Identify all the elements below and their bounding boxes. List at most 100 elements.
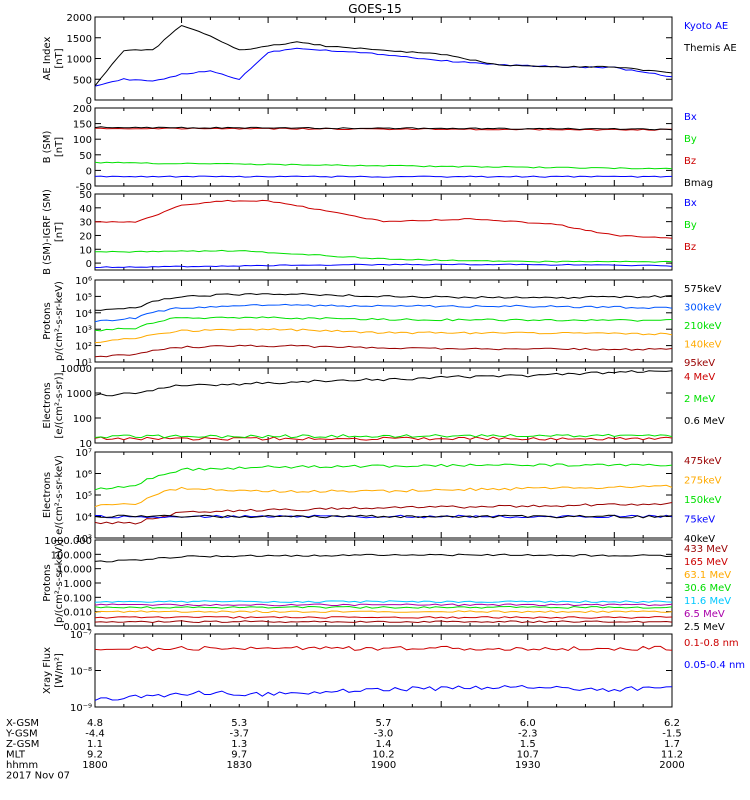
series-line-0-05-0-4-nm [94, 684, 673, 701]
bottom-row-value: 1.4 [376, 739, 392, 750]
y-axis-label: Protonsp/(cm²-s-sr-keV) [42, 281, 65, 361]
bottom-row-value: 1800 [82, 760, 107, 771]
legend-label: 0.05-0.4 nm [684, 660, 745, 671]
series-line-575kev [94, 292, 673, 311]
bottom-row-value: -2.3 [518, 729, 538, 740]
y-tick-label: 10⁻⁷ [70, 630, 92, 641]
bottom-axis-table: X-GSM 4.8 5.3 5.7 6.0 6.2 Y-GSM -4.4 -3.7 -3.0 -2.… [5, 718, 685, 782]
series-line-165-mev [94, 615, 673, 619]
bottom-row-value: 1.1 [87, 739, 103, 750]
legend-label: 30.6 MeV [684, 583, 731, 594]
legend-label: 63.1 MeV [684, 570, 731, 581]
y-axis-label-line1: B (SM)-IGRF (SM) [42, 189, 53, 275]
bottom-row-value: 1930 [515, 760, 540, 771]
panel-6: 10³ 10⁴ 10⁵ 10⁶ 10⁷ Electronse/(cm²-s-sr-keV)… [42, 448, 722, 545]
series-line-140kev [94, 328, 673, 344]
series-line-40kev [94, 514, 673, 519]
panel-frame [94, 633, 673, 708]
y-tick-label: 100 [73, 135, 92, 146]
legend-label: 40keV [684, 534, 715, 545]
series-line-433-mev [94, 620, 673, 624]
series-line-0-1-0-8-nm [94, 645, 673, 652]
y-tick-label: 1500 [67, 34, 92, 45]
legend-label: 300keV [684, 303, 722, 314]
bottom-row-value: 1900 [371, 760, 396, 771]
series-line-30-6-mev [94, 605, 673, 609]
y-axis-label-line2: [nT] [54, 48, 65, 68]
y-tick-label: 10 [79, 245, 92, 256]
legend-label: By [684, 220, 697, 231]
series-line-6-5-mev [94, 603, 673, 607]
y-axis-label: Protons[p/(cm²-s-sr-keV)] [42, 539, 65, 627]
y-tick-label: 10⁵ [75, 292, 92, 303]
y-axis-label-line2: [nT] [54, 222, 65, 242]
legend-label: 4 MeV [684, 372, 715, 383]
legend-label: 165 MeV [684, 557, 728, 568]
panel-frame [94, 107, 673, 187]
y-tick-label: 0.001 [63, 622, 92, 633]
bottom-row-value: 1.3 [231, 739, 247, 750]
legend-label: By [684, 134, 697, 145]
y-axis-label: Xray Flux[W/m²] [42, 647, 65, 694]
legend-label: 150keV [684, 495, 722, 506]
bottom-row-value: 9.2 [87, 750, 103, 761]
series-line-bx [94, 175, 673, 178]
panel-frame [94, 539, 673, 627]
series-line-11-6-mev [94, 600, 673, 604]
y-tick-label: 10⁶ [75, 276, 92, 287]
y-tick-label: 10.000 [57, 565, 92, 576]
series-line-95kev [94, 344, 673, 358]
legend-label: 95keV [684, 358, 715, 369]
bottom-row-label: Z-GSM [6, 739, 39, 750]
y-tick-label: 10⁴ [75, 309, 92, 320]
legend-label: 433 MeV [684, 544, 728, 555]
y-tick-label: 10³ [75, 534, 92, 545]
series-line-bz [94, 199, 673, 239]
series-line-2-5-mev [94, 553, 673, 563]
y-tick-label: 200 [73, 104, 92, 115]
panel-7: 0.001 0.010 0.100 1.000 10.000 100.000 1000.00… [42, 536, 731, 633]
y-axis-label: B (SM)-IGRF (SM)[nT] [42, 189, 65, 275]
y-tick-label: 10⁷ [75, 448, 92, 459]
y-tick-label: 50 [79, 151, 92, 162]
bottom-row-label: Y-GSM [5, 729, 38, 740]
y-tick-label: 2000 [67, 13, 92, 24]
panel-1: 0 500 1000 1500 2000 AE Index[nT] Kyoto AE Them… [42, 13, 737, 107]
y-tick-label: -50 [76, 182, 92, 193]
y-tick-label: 100.000 [51, 550, 92, 561]
legend-label: Bx [684, 112, 697, 123]
legend-label: Kyoto AE [684, 21, 728, 32]
legend-label: 75keV [684, 515, 715, 526]
y-axis-label-line1: Electrons [42, 472, 53, 518]
series-line-themis-ae [94, 24, 673, 87]
panel-3: 0 10 20 30 40 50 B (SM)-IGRF (SM)[nT] Bx By Bz [42, 189, 697, 275]
legend-label: 2.5 MeV [684, 622, 725, 633]
y-tick-label: 0.100 [63, 593, 92, 604]
y-tick-label: 0 [86, 166, 92, 177]
series-line-150kev [94, 463, 673, 491]
y-axis-label-line2: [nT] [54, 137, 65, 157]
series-line-by [94, 161, 673, 170]
y-tick-label: 1000 [67, 389, 92, 400]
bottom-row-value: -3.0 [374, 729, 394, 740]
bottom-row-value: 10.7 [517, 750, 539, 761]
y-tick-label: 50 [79, 190, 92, 201]
y-axis-label-line2: [W/m²] [54, 653, 65, 688]
y-tick-label: 20 [79, 231, 92, 242]
bottom-row-label: MLT [6, 750, 26, 761]
bottom-row-value: -3.7 [229, 729, 249, 740]
series-line-bmag [94, 126, 673, 131]
legend-label: 0.6 MeV [684, 416, 725, 427]
panel-frame [94, 16, 673, 101]
legend-label: 6.5 MeV [684, 609, 725, 620]
bottom-row-value: -1.5 [662, 729, 682, 740]
bottom-row-label: X-GSM [6, 718, 39, 729]
legend-label: 575keV [684, 284, 722, 295]
y-tick-label: 10000 [60, 364, 92, 375]
y-axis-label-line1: B (SM) [42, 130, 53, 163]
panel-4: 10¹ 10² 10³ 10⁴ 10⁵ 10⁶ Protonsp/(cm²-s-sr-keV… [42, 276, 722, 369]
legend-label: 0.1-0.8 nm [684, 638, 739, 649]
